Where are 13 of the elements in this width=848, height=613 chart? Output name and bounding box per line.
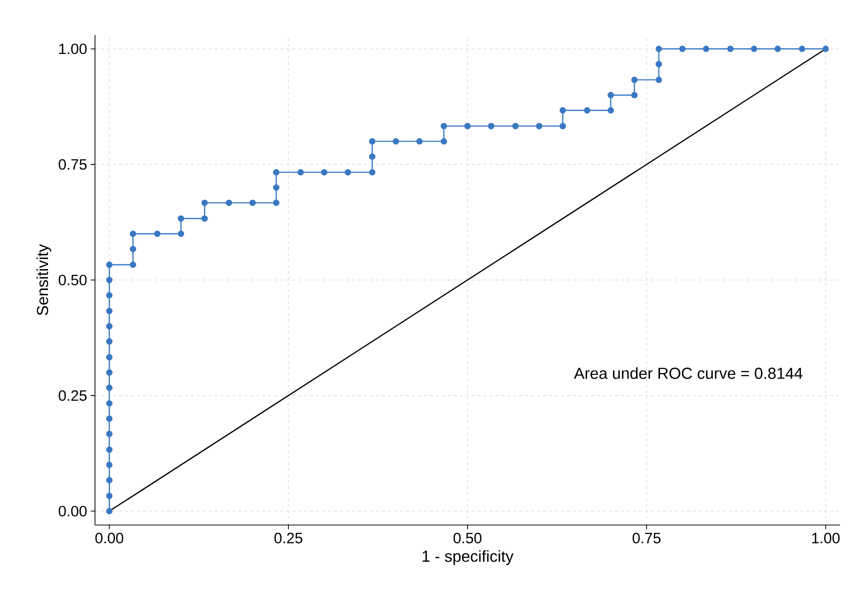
y-tick-label: 0.25 <box>58 390 87 401</box>
x-tick-label: 0.50 <box>454 532 482 544</box>
x-tick-label: 0.25 <box>274 532 302 544</box>
x-axis-title: 1 - specificity <box>422 550 514 566</box>
y-tick-label: 0.75 <box>58 159 87 170</box>
annotation: Area under ROC curve = 0.8144 <box>574 367 802 379</box>
x-tick-label: 0.00 <box>95 532 124 544</box>
y-axis-title: Sensitivity <box>36 244 52 316</box>
x-tick-label: 1.00 <box>812 532 840 544</box>
x-tick-label: 0.75 <box>632 532 661 544</box>
y-tick-label: 0.50 <box>58 274 87 286</box>
y-tick-label: 1.00 <box>59 44 87 54</box>
y-tick-label: 0.00 <box>58 506 87 516</box>
